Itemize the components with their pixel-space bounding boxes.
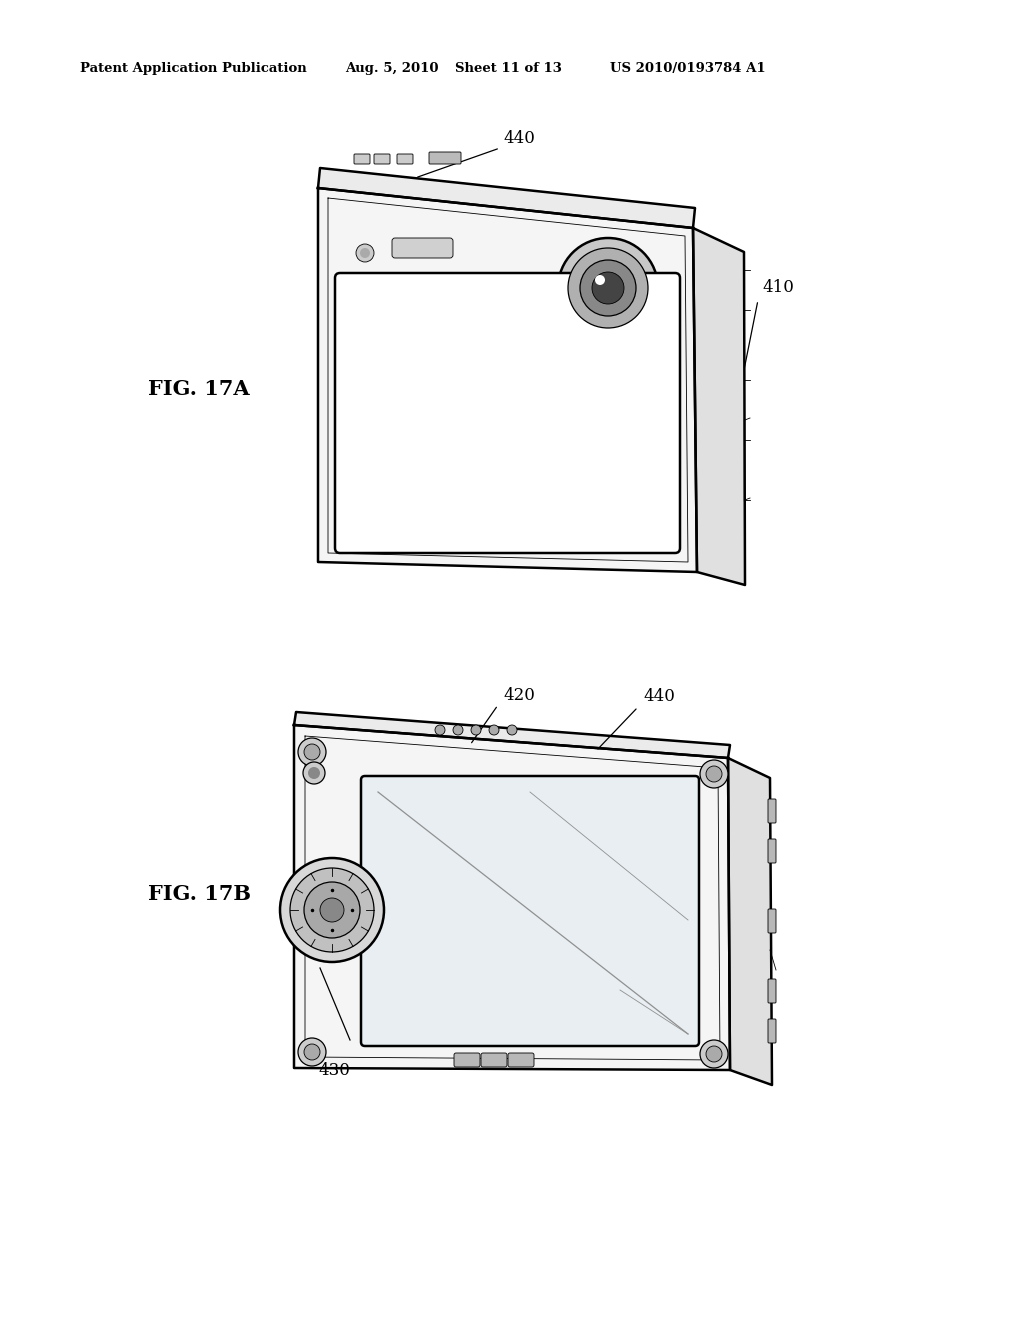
Polygon shape [318, 168, 695, 228]
Circle shape [308, 767, 319, 779]
Circle shape [568, 248, 648, 327]
Circle shape [558, 238, 658, 338]
Circle shape [706, 766, 722, 781]
FancyBboxPatch shape [768, 799, 776, 822]
FancyBboxPatch shape [454, 1053, 480, 1067]
Polygon shape [318, 187, 697, 572]
Circle shape [592, 272, 624, 304]
FancyBboxPatch shape [335, 273, 680, 553]
Polygon shape [693, 228, 745, 585]
Text: FIG. 17B: FIG. 17B [148, 884, 251, 904]
Circle shape [304, 882, 360, 939]
Text: 440: 440 [643, 688, 675, 705]
Polygon shape [728, 758, 772, 1085]
Circle shape [706, 1045, 722, 1063]
Circle shape [453, 725, 463, 735]
Circle shape [489, 725, 499, 735]
Circle shape [280, 858, 384, 962]
FancyBboxPatch shape [508, 1053, 534, 1067]
FancyBboxPatch shape [397, 154, 413, 164]
Circle shape [304, 1044, 319, 1060]
Polygon shape [294, 711, 730, 758]
Text: 440: 440 [503, 129, 535, 147]
Text: Aug. 5, 2010: Aug. 5, 2010 [345, 62, 438, 75]
Circle shape [356, 244, 374, 261]
Circle shape [360, 248, 370, 257]
FancyBboxPatch shape [768, 909, 776, 933]
FancyBboxPatch shape [361, 776, 699, 1045]
Circle shape [298, 1038, 326, 1067]
Circle shape [700, 1040, 728, 1068]
Circle shape [435, 725, 445, 735]
FancyBboxPatch shape [768, 1019, 776, 1043]
Circle shape [471, 725, 481, 735]
FancyBboxPatch shape [354, 154, 370, 164]
FancyBboxPatch shape [481, 1053, 507, 1067]
Text: US 2010/0193784 A1: US 2010/0193784 A1 [610, 62, 766, 75]
Circle shape [507, 725, 517, 735]
FancyBboxPatch shape [392, 238, 453, 257]
Circle shape [580, 260, 636, 315]
Text: 430: 430 [318, 1063, 350, 1078]
Text: Sheet 11 of 13: Sheet 11 of 13 [455, 62, 562, 75]
Circle shape [303, 762, 325, 784]
Circle shape [595, 275, 605, 285]
Text: 420: 420 [503, 686, 535, 704]
Circle shape [290, 869, 374, 952]
Circle shape [304, 744, 319, 760]
Text: 410: 410 [762, 279, 794, 296]
Text: Patent Application Publication: Patent Application Publication [80, 62, 307, 75]
FancyBboxPatch shape [768, 840, 776, 863]
Text: FIG. 17A: FIG. 17A [148, 379, 250, 399]
FancyBboxPatch shape [429, 152, 461, 164]
Circle shape [298, 738, 326, 766]
FancyBboxPatch shape [374, 154, 390, 164]
FancyBboxPatch shape [768, 979, 776, 1003]
Circle shape [319, 898, 344, 921]
Circle shape [700, 760, 728, 788]
Polygon shape [294, 725, 730, 1071]
